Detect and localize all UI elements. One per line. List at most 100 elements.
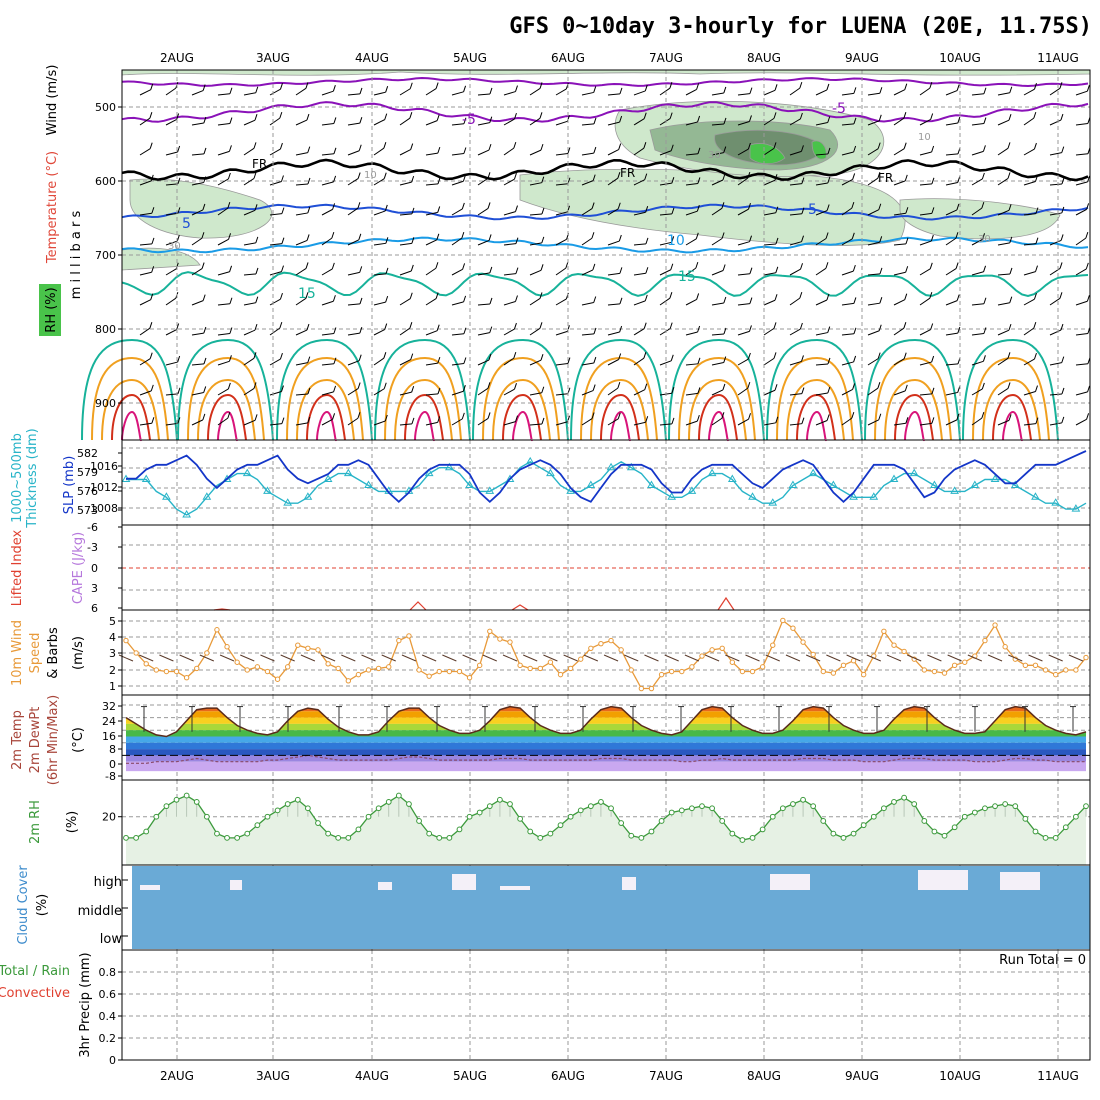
wind10m-point-1 <box>133 650 139 656</box>
wind-barb-flag-194 <box>567 147 571 154</box>
wind-barb-210 <box>581 269 594 276</box>
wind-barb-flag-220 <box>617 202 621 209</box>
wind10m-point-60 <box>729 659 736 665</box>
wind10m-barb-48 <box>603 654 619 662</box>
wind-barb-338 <box>867 148 879 156</box>
wind-barb-264 <box>711 92 724 96</box>
wind-barb-374 <box>945 153 958 156</box>
cloud-gap-4 <box>500 886 530 890</box>
precip-tick-1: 0.6 <box>99 988 117 1001</box>
wind-barb-162 <box>477 272 490 276</box>
wind-barb-flag-386 <box>982 145 986 152</box>
wind-barb-274 <box>711 389 724 396</box>
wind-barb-flag-184 <box>541 207 545 215</box>
wind10m-label-a: 10m Wind <box>10 620 25 686</box>
wind-barb-161 <box>477 239 490 246</box>
rh2m-area <box>126 795 1086 865</box>
wind-barb-flag-230 <box>643 142 647 149</box>
cloud-level-low: low <box>100 932 123 947</box>
wind10m-barb-2 <box>139 654 154 662</box>
wind-barb-182 <box>529 149 542 156</box>
temp-contour-10 <box>121 236 1089 254</box>
wind-barb-183 <box>529 182 542 186</box>
wind10m-point-12 <box>244 667 250 673</box>
wind-barb-flag-417 <box>1033 352 1037 360</box>
wind-barb-flag-249 <box>670 354 674 361</box>
wind-barb-flag-345 <box>877 352 881 359</box>
wind-barb-flag-38 <box>228 145 232 152</box>
wind-barb-flag-109 <box>384 113 388 120</box>
wind-barb-flag-237 <box>643 352 647 359</box>
wind-barb-130 <box>399 391 412 396</box>
wind-barb-flag-198 <box>565 261 569 269</box>
wind-barb-flag-36 <box>229 87 233 94</box>
wind10m-point-63 <box>759 664 766 670</box>
wind-barb-flag-103 <box>359 297 363 305</box>
wind-barb-flag-209 <box>591 232 595 239</box>
wind-barb-414 <box>1023 271 1036 276</box>
wind-barb-flag-267 <box>722 173 726 181</box>
wind-barb-flag-423 <box>1061 177 1065 185</box>
wind-barb-357 <box>893 358 905 366</box>
wind-barb-419 <box>1023 423 1036 426</box>
temp2m-tick-0: 32 <box>102 700 116 713</box>
wind-barb-flag-278 <box>747 142 751 150</box>
wind-barb-45 <box>217 360 230 366</box>
bl-loop-day9-4 <box>806 410 827 442</box>
wind-barb-14 <box>165 151 178 156</box>
rh2m-point-14 <box>264 813 271 820</box>
wind-barb-flag-87 <box>333 175 337 183</box>
bl-loop-day11-2 <box>982 378 1041 441</box>
thickness-point-66 <box>788 480 798 488</box>
thickness-point-24 <box>364 480 373 488</box>
wind-barb-flag-124 <box>411 207 415 215</box>
wind-barb-flag-164 <box>489 326 493 333</box>
wind-barb-flag-68 <box>279 321 283 329</box>
wind-barb-232 <box>633 211 646 216</box>
rh2m-point-53 <box>658 818 665 824</box>
bl-loop-day6-0 <box>472 338 569 441</box>
wind-barb-180 <box>529 88 541 96</box>
wind-barb-flag-34 <box>203 386 207 393</box>
rh2m-point-79 <box>921 818 928 824</box>
wind-barb-flag-302 <box>800 145 804 152</box>
wind-barb-flag-28 <box>202 203 206 211</box>
wind10m-point-35 <box>476 662 483 669</box>
bl-loop-day2-2 <box>101 378 160 441</box>
wind-barb-flag-356 <box>903 322 907 329</box>
wind10m-barb-32 <box>442 654 457 662</box>
wind-barb-flag-276 <box>749 87 753 94</box>
wind-barb-flag-189 <box>540 354 544 361</box>
wind-barb-237 <box>633 357 645 366</box>
cloud-gap-0 <box>140 885 160 890</box>
wind-barb-202 <box>555 393 568 396</box>
wind-barb-320 <box>815 332 828 336</box>
wind10m-barb-62 <box>745 654 760 662</box>
wind10m-point-30 <box>426 673 432 679</box>
wind-barb-82 <box>295 393 308 396</box>
wind10m-point-11 <box>234 659 240 665</box>
rh2m-point-92 <box>1052 834 1059 841</box>
bl-loop-day6-3 <box>502 393 542 441</box>
wind-barb-flag-353 <box>905 237 909 245</box>
wind-barb-379 <box>945 300 958 306</box>
wind10m-barb-88 <box>1008 654 1023 662</box>
wind-barb-flag-255 <box>697 177 701 184</box>
thickness-point-20 <box>323 474 333 483</box>
wind10m-barb-84 <box>967 654 983 662</box>
rh2m-point-13 <box>254 822 261 829</box>
wind10m-point-13 <box>254 664 261 670</box>
wind-barb-103 <box>347 303 360 306</box>
wind-barb-215 <box>581 418 593 426</box>
rh2m-point-37 <box>496 796 503 803</box>
thickness-point-90 <box>1031 492 1040 500</box>
temp-band-1 <box>126 706 1086 712</box>
rh2m-point-50 <box>628 832 635 839</box>
bl-loop-day11-3 <box>992 393 1032 441</box>
wind-barb-flag-111 <box>383 172 387 179</box>
precip-label-a: Total / Rain <box>0 964 70 979</box>
date-top-4AUG: 4AUG <box>355 51 389 65</box>
wind-barb-263 <box>685 420 698 426</box>
bl-loop-day6-4 <box>512 410 533 442</box>
wind10m-barb-38 <box>502 654 518 662</box>
